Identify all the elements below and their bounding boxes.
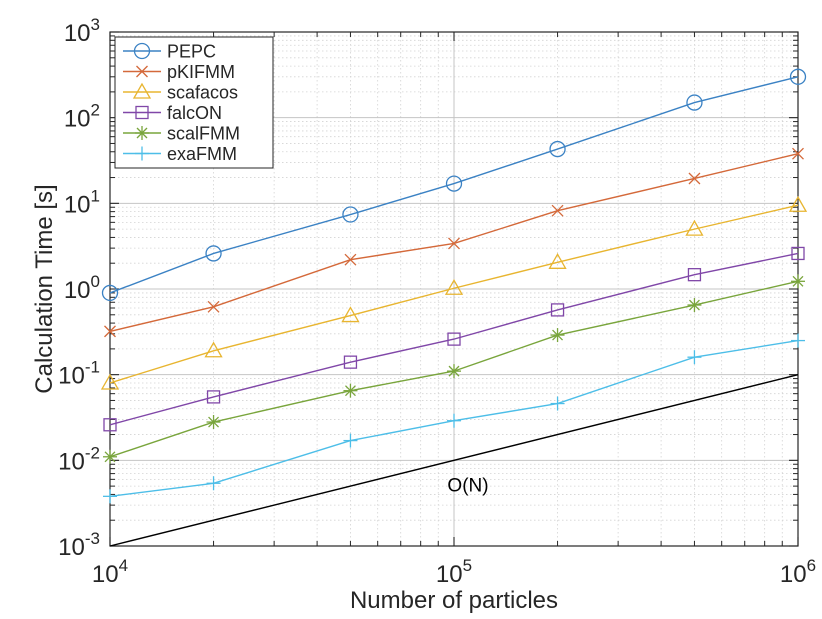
legend-item-exafmm: exaFMM bbox=[123, 144, 237, 164]
data-point-scafacos bbox=[788, 195, 808, 212]
x-axis-label: Number of particles bbox=[350, 587, 558, 614]
data-point-scafacos bbox=[100, 373, 120, 390]
legend-label-exafmm: exaFMM bbox=[167, 144, 237, 164]
data-point-scalfmm bbox=[791, 274, 805, 289]
data-point-pepc bbox=[686, 94, 703, 111]
reference-line-group bbox=[109, 373, 799, 547]
data-point-exafmm bbox=[447, 413, 461, 428]
data-point-pkifmm bbox=[104, 325, 116, 338]
data-point-scalfmm bbox=[447, 364, 461, 379]
data-point-scalfmm bbox=[206, 415, 221, 430]
data-point-pkifmm bbox=[551, 204, 564, 217]
y-tick-label: 100 bbox=[64, 272, 100, 304]
y-tick-label: 101 bbox=[64, 186, 100, 218]
data-point-exafmm bbox=[687, 350, 702, 365]
data-point-pepc bbox=[789, 68, 807, 85]
x-tick-label: 106 bbox=[780, 556, 816, 588]
series-pepc bbox=[101, 68, 807, 302]
data-point-pkifmm bbox=[792, 147, 804, 160]
data-point-scafacos bbox=[204, 341, 223, 358]
y-tick-labels: 10-3 10-2 10-1 100 101 102 103 bbox=[58, 15, 100, 561]
legend-item-pepc: PEPC bbox=[123, 42, 216, 62]
data-point-pepc bbox=[101, 284, 119, 302]
data-point-scafacos bbox=[548, 252, 567, 269]
y-tick-label: 103 bbox=[64, 15, 100, 47]
data-point-scalfmm bbox=[550, 328, 565, 343]
legend-label-pepc: PEPC bbox=[167, 42, 216, 62]
data-point-falcon bbox=[791, 246, 805, 261]
data-point-scalfmm bbox=[343, 383, 358, 398]
data-point-pepc bbox=[205, 245, 222, 262]
legend-label-pkifmm: pKIFMM bbox=[167, 62, 235, 82]
series-line-scafacos bbox=[109, 204, 799, 384]
legend-label-falcon: falcON bbox=[167, 103, 222, 123]
data-point-pepc bbox=[549, 140, 566, 158]
data-point-pepc bbox=[342, 206, 359, 223]
series-scalfmm bbox=[103, 274, 805, 464]
data-point-falcon bbox=[206, 390, 221, 404]
legend-item-scafacos: scafacos bbox=[123, 83, 238, 103]
data-point-pkifmm bbox=[344, 253, 357, 266]
x-tick-labels: 104 105 106 bbox=[92, 556, 816, 588]
data-point-falcon bbox=[103, 418, 117, 432]
legend-item-falcon: falcON bbox=[123, 103, 222, 123]
data-point-exafmm bbox=[550, 396, 565, 411]
legend-item-scalfmm: scalFMM bbox=[123, 124, 240, 144]
series-pkifmm bbox=[104, 147, 804, 338]
data-point-pkifmm bbox=[688, 172, 701, 185]
data-point-pkifmm bbox=[207, 300, 220, 313]
data-point-falcon bbox=[550, 303, 565, 317]
series-layer bbox=[100, 68, 808, 504]
series-line-falcon bbox=[109, 252, 799, 426]
y-axis-label: Calculation Time [s] bbox=[31, 184, 58, 393]
data-point-pkifmm bbox=[448, 237, 460, 250]
legend-marker-scafacos bbox=[132, 82, 152, 99]
reference-line-o-n bbox=[109, 373, 799, 547]
data-point-exafmm bbox=[206, 476, 221, 491]
data-point-exafmm bbox=[343, 433, 358, 448]
series-scafacos bbox=[100, 195, 808, 390]
legend-label-scafacos: scafacos bbox=[167, 83, 238, 103]
legend-marker-pepc bbox=[133, 42, 151, 60]
data-point-scafacos bbox=[341, 306, 360, 323]
series-falcon bbox=[103, 246, 805, 432]
data-point-exafmm bbox=[103, 489, 117, 504]
x-tick-label: 104 bbox=[92, 556, 128, 588]
data-point-falcon bbox=[687, 268, 702, 282]
data-point-falcon bbox=[447, 332, 461, 346]
data-point-scafacos bbox=[685, 219, 704, 236]
x-tick-label: 105 bbox=[436, 556, 472, 588]
series-exafmm bbox=[103, 333, 805, 504]
data-point-scafacos bbox=[444, 278, 464, 295]
y-tick-label: 10-2 bbox=[58, 443, 100, 475]
legend-marker-falcon bbox=[135, 105, 149, 120]
data-point-exafmm bbox=[791, 333, 805, 348]
data-point-scalfmm bbox=[687, 298, 702, 313]
data-point-falcon bbox=[343, 355, 358, 369]
legend-marker-pkifmm bbox=[136, 65, 148, 78]
reference-line-label: O(N) bbox=[447, 476, 488, 497]
legend-marker-exafmm bbox=[135, 146, 149, 161]
y-tick-label: 10-1 bbox=[58, 358, 100, 390]
y-tick-label: 102 bbox=[64, 101, 100, 133]
series-line-pepc bbox=[109, 76, 799, 294]
legend-marker-scalfmm bbox=[135, 126, 149, 140]
legend-item-pkifmm: pKIFMM bbox=[123, 62, 235, 82]
data-point-pepc bbox=[445, 175, 463, 192]
y-tick-label: 10-3 bbox=[58, 529, 100, 561]
legend-label-scalfmm: scalFMM bbox=[167, 124, 240, 144]
data-point-scalfmm bbox=[103, 449, 117, 464]
